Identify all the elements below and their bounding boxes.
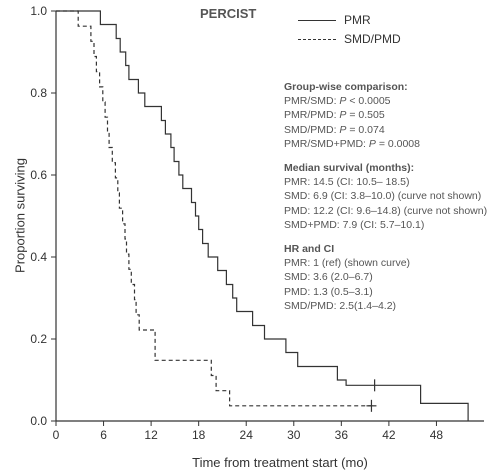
hr-ci-line-1: SMD: 3.6 (2.0–6.7): [284, 271, 373, 284]
legend-swatch-solid: [298, 20, 336, 21]
hr-ci-block: HR and CI PMR: 1 (ref) (shown curve) SMD:…: [284, 242, 410, 313]
group-comparison-line-1: PMR/PMD: P = 0.505: [284, 108, 420, 122]
median-survival-line-1: SMD: 6.9 (CI: 3.8–10.0) (curve not shown…: [284, 190, 482, 203]
y-axis-label: Proportion surviving: [12, 158, 28, 273]
hr-ci-line-2: PMD: 1.3 (0.5–3.1): [284, 285, 373, 298]
group-comparison-line-1-value: = 0.505: [346, 109, 385, 122]
x-tick-label-2: 12: [144, 428, 158, 442]
median-survival-line-0: PMR: 14.5 (CI: 10.5– 18.5): [284, 176, 410, 189]
group-comparison-line-3-pair: PMR/SMD+PMD:: [284, 137, 369, 150]
group-comparison-line-3-value: = 0.0008: [375, 137, 420, 150]
legend-label-smd-pmd: SMD/PMD: [344, 32, 401, 46]
group-comparison-line-3-p-symbol: P: [368, 137, 376, 150]
hr-ci-line-3: SMD/PMD: 2.5(1.4–4.2): [284, 299, 397, 312]
group-comparison-line-2-value: = 0.074: [346, 123, 385, 136]
median-survival-heading: Median survival (months):: [284, 162, 415, 174]
group-comparison-line-2-p-symbol: P: [339, 123, 347, 136]
x-tick-label-0: 0: [53, 428, 60, 442]
group-comparison-line-0-pair: PMR/SMD:: [284, 95, 340, 108]
median-survival-line-2: PMD: 12.2 (CI: 9.6–14.8) (curve not show…: [284, 204, 488, 217]
group-comparison-block: Group-wise comparison: PMR/SMD: P < 0.00…: [284, 80, 420, 151]
x-tick-label-1: 6: [100, 428, 107, 442]
group-comparison-line-2: SMD/PMD: P = 0.074: [284, 123, 420, 137]
x-tick-label-8: 48: [430, 428, 444, 442]
x-axis-label: Time from treatment start (mo): [192, 455, 368, 470]
median-survival-line-3: SMD+PMD: 7.9 (CI: 5.7–10.1): [284, 218, 425, 231]
group-comparison-line-1-p-symbol: P: [339, 109, 347, 122]
x-tick-label-3: 18: [192, 428, 206, 442]
median-survival-block: Median survival (months): PMR: 14.5 (CI:…: [284, 161, 487, 232]
series-line-pmr: [56, 10, 469, 421]
group-comparison-heading: Group-wise comparison:: [284, 81, 408, 93]
y-tick-label-5: 1.0: [30, 4, 47, 18]
series-line-smd-pmd: [56, 10, 373, 407]
x-tick-label-7: 42: [382, 428, 396, 442]
x-tick-label-5: 30: [287, 428, 301, 442]
y-tick-label-1: 0.2: [30, 332, 47, 346]
group-comparison-line-3: PMR/SMD+PMD: P = 0.0008: [284, 137, 420, 151]
group-comparison-line-2-pair: SMD/PMD:: [284, 123, 340, 136]
y-tick-label-4: 0.8: [30, 86, 47, 100]
legend-label-pmr: PMR: [344, 13, 371, 27]
chart-title: PERCIST: [200, 6, 257, 21]
legend-swatch-dashed: [298, 39, 336, 40]
hr-ci-line-0: PMR: 1 (ref) (shown curve): [284, 257, 411, 270]
group-comparison-line-0: PMR/SMD: P < 0.0005: [284, 94, 420, 108]
y-tick-label-3: 0.6: [30, 168, 47, 182]
y-tick-label-0: 0.0: [30, 414, 47, 428]
hr-ci-heading: HR and CI: [284, 243, 335, 255]
group-comparison-line-1-pair: PMR/PMD:: [284, 109, 340, 122]
group-comparison-line-0-p-symbol: P: [339, 95, 347, 108]
group-comparison-line-0-value: < 0.0005: [346, 95, 391, 108]
x-tick-label-6: 36: [335, 428, 349, 442]
x-tick-label-4: 24: [240, 428, 254, 442]
y-tick-label-2: 0.4: [30, 250, 47, 264]
